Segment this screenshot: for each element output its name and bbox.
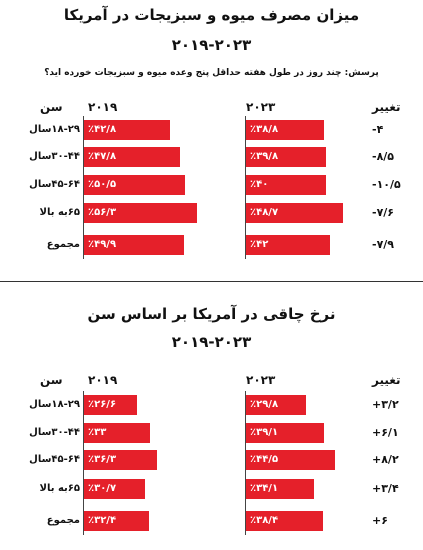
- chart2-baseline-2019: [83, 391, 84, 535]
- chart2-bar-value-label: ٪۳۰/۷: [88, 483, 117, 494]
- chart2-header-change: تغییر: [372, 373, 401, 387]
- chart2-header-age: سن: [40, 373, 63, 387]
- chart1-change-value: -۷/۶: [372, 206, 395, 219]
- chart1-bar-value-label: ٪۵۶/۳: [88, 207, 117, 218]
- chart1-age-label: مجموع: [46, 239, 80, 250]
- chart2-bar-value-label: ٪۳۳: [88, 427, 107, 438]
- chart1-age-label: ۳۰-۴۴سال: [29, 151, 80, 162]
- chart2-bar-value-label: ٪۳۸/۴: [250, 515, 279, 526]
- chart1-bar-2023: [246, 175, 326, 195]
- chart1-bar-value-label: ٪۳۹/۸: [250, 151, 279, 162]
- chart1-bar-value-label: ٪۴۰: [250, 179, 269, 190]
- chart2-title: نرخ چاقی در آمریکا بر اساس سن: [87, 305, 336, 323]
- chart2-change-value: +۶/۱: [372, 426, 399, 439]
- chart1-change-value: -۱۰/۵: [372, 178, 401, 191]
- chart1-bar-value-label: ٪۵۰/۵: [88, 179, 117, 190]
- chart1-bar-value-label: ٪۴۲: [250, 239, 269, 250]
- chart1-bar-2019: [84, 203, 197, 223]
- chart2-age-label: ۳۰-۴۴سال: [29, 427, 80, 438]
- chart2-age-label: مجموع: [46, 515, 80, 526]
- chart1-bar-value-label: ٪۳۸/۸: [250, 124, 279, 135]
- chart2-bar-2023: [246, 395, 306, 415]
- chart2-change-value: +۶: [372, 514, 388, 527]
- chart1-baseline-2019: [83, 116, 84, 259]
- chart2-bar-2019: [84, 511, 149, 531]
- chart2-bar-value-label: ٪۳۹/۱: [250, 427, 279, 438]
- chart2-bar-2019: [84, 479, 146, 499]
- chart1-bar-value-label: ٪۴۹/۹: [88, 239, 117, 250]
- chart1-header-2019: ۲۰۱۹: [88, 100, 118, 114]
- chart1-bar-2019: [84, 175, 185, 195]
- chart1-bar-2019: [84, 235, 184, 255]
- chart2-bar-2019: [84, 423, 150, 443]
- chart2-header-2019: ۲۰۱۹: [88, 373, 118, 387]
- chart1-bar-2023: [246, 203, 344, 223]
- chart1-header-age: سن: [40, 100, 63, 114]
- chart1-baseline-2023: [245, 116, 246, 259]
- chart1-change-value: -۷/۹: [372, 238, 395, 251]
- chart1-age-label: ۶۵به بالا: [39, 207, 80, 218]
- chart2-bar-value-label: ٪۳۴/۱: [250, 483, 279, 494]
- chart2-bar-2019: [84, 450, 157, 470]
- chart2-change-value: +۸/۲: [372, 453, 399, 466]
- chart1-change-value: -۸/۵: [372, 150, 395, 163]
- chart1-age-label: ۱۸-۲۹سال: [29, 124, 80, 135]
- chart1-header-2023: ۲۰۲۳: [246, 100, 276, 114]
- chart2-change-value: +۳/۴: [372, 482, 399, 495]
- chart1-bar-2023: [246, 235, 330, 255]
- chart1-bar-value-label: ٪۴۷/۸: [88, 151, 117, 162]
- chart2-bar-value-label: ٪۲۹/۸: [250, 399, 279, 410]
- chart2-baseline-2023: [245, 391, 246, 535]
- chart1-bar-2019: [84, 120, 170, 140]
- chart2-header-2023: ۲۰۲۳: [246, 373, 276, 387]
- chart1-age-label: ۴۵-۶۴سال: [29, 179, 80, 190]
- chart2-bar-2019: [84, 395, 138, 415]
- chart1-bar-value-label: ٪۴۸/۷: [250, 207, 279, 218]
- chart1-change-value: -۴: [372, 123, 384, 136]
- chart2-bar-value-label: ٪۳۲/۴: [88, 515, 117, 526]
- chart2-bar-value-label: ٪۲۶/۶: [88, 399, 117, 410]
- chart1-bar-2023: [246, 120, 324, 140]
- chart1-bar-value-label: ٪۴۲/۸: [88, 124, 117, 135]
- chart2-bar-value-label: ٪۳۶/۳: [88, 454, 117, 465]
- chart2-change-value: +۳/۲: [372, 398, 399, 411]
- chart2-bar-2023: [246, 423, 325, 443]
- chart1-bar-2023: [246, 147, 326, 167]
- chart2-age-label: ۴۵-۶۴سال: [29, 454, 80, 465]
- chart1-subtitle: ۲۰۱۹-۲۰۲۳: [171, 36, 252, 54]
- chart2-age-label: ۱۸-۲۹سال: [29, 399, 80, 410]
- chart2-bar-2023: [246, 511, 323, 531]
- section-divider: [0, 281, 423, 282]
- chart2-age-label: ۶۵به بالا: [39, 483, 80, 494]
- chart2-bar-2023: [246, 450, 335, 470]
- chart2-bar-value-label: ٪۴۴/۵: [250, 454, 279, 465]
- chart1-question: پرسش: چند روز در طول هفته حداقل پنج وعده…: [44, 68, 379, 78]
- chart1-header-change: تغییر: [372, 100, 401, 114]
- chart1-bar-2019: [84, 147, 180, 167]
- chart1-title: میزان مصرف میوه و سبزیجات در آمریکا: [63, 6, 360, 24]
- chart2-bar-2023: [246, 479, 315, 499]
- chart2-subtitle: ۲۰۱۹-۲۰۲۳: [171, 333, 252, 351]
